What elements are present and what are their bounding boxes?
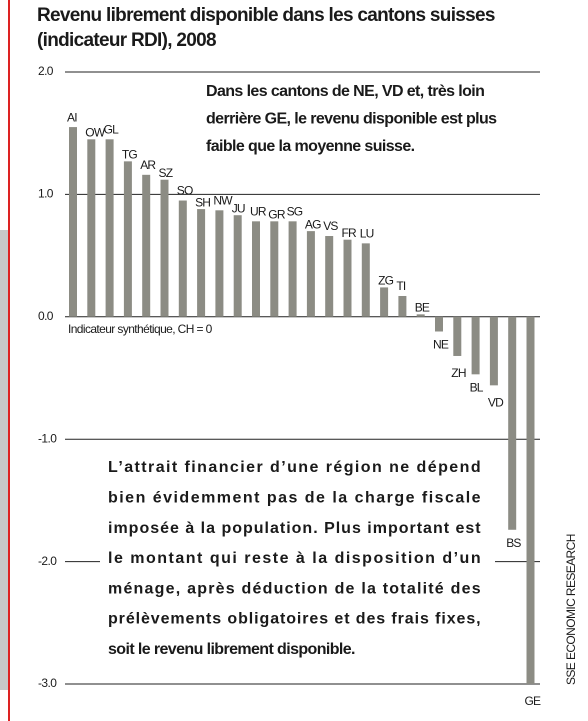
category-label: TG: [122, 148, 138, 162]
category-label: FR: [342, 226, 358, 240]
y-tick-label: 1.0: [38, 187, 54, 201]
category-label: ZG: [378, 274, 394, 288]
bar: [197, 209, 206, 317]
category-label: GE: [525, 694, 542, 708]
annotation: bien évidemment pas de la charge fiscale: [108, 490, 481, 507]
bar: [142, 174, 151, 317]
annotation: soit le revenu librement disponible.: [108, 641, 355, 658]
annotation: imposée à la population. Plus important …: [108, 520, 481, 537]
bar: [471, 316, 480, 375]
side-panel: [0, 230, 8, 690]
annotation: L’attrait financier d’une région ne dépe…: [108, 459, 480, 476]
chart-title: (indicateur RDI), 2008: [37, 30, 216, 51]
y-tick-label: -2.0: [38, 554, 57, 568]
bar: [178, 200, 187, 317]
category-label: AR: [140, 158, 156, 172]
bar: [69, 127, 77, 317]
category-label: TI: [396, 279, 406, 293]
bar: [87, 139, 96, 317]
bar: [380, 287, 389, 317]
bar: [526, 316, 535, 684]
category-label: UR: [250, 204, 267, 218]
category-label: SZ: [159, 166, 173, 180]
category-label: GR: [268, 207, 286, 221]
category-label: GL: [104, 122, 120, 136]
category-label: LU: [360, 227, 374, 241]
bar: [361, 243, 370, 317]
y-tick-label: 0.0: [38, 309, 54, 323]
category-label: JU: [232, 201, 245, 215]
y-tick-label: -3.0: [38, 676, 57, 690]
bar: [215, 210, 224, 317]
annotation: derrière GE, le revenu disponible est pl…: [206, 111, 497, 128]
bar: [270, 221, 279, 317]
category-label: SH: [195, 195, 210, 209]
annotation: faible que la moyenne suisse.: [206, 138, 415, 155]
bar: [416, 314, 425, 317]
category-label: ZH: [451, 366, 466, 380]
category-label: VS: [323, 219, 338, 233]
bar: [288, 221, 297, 317]
y-tick-label: 2.0: [38, 64, 54, 78]
bar: [252, 221, 260, 317]
category-label: AI: [67, 110, 77, 124]
bar: [343, 239, 352, 317]
axis-label: Indicateur synthétique, CH = 0: [68, 322, 213, 336]
bar: [160, 179, 169, 317]
bar: [508, 316, 517, 530]
bar: [306, 231, 315, 317]
chart-title: Revenu librement disponible dans les can…: [37, 5, 495, 26]
bar: [105, 139, 114, 317]
category-label: OW: [85, 125, 106, 139]
category-label: BS: [506, 536, 521, 550]
bar: [489, 316, 498, 386]
y-tick-label: -1.0: [38, 431, 57, 445]
category-label: NW: [213, 193, 233, 207]
bar: [325, 236, 334, 317]
annotation: prélèvements obligatoires et des frais f…: [108, 611, 480, 628]
category-label: BL: [470, 380, 484, 394]
bar: [123, 161, 132, 317]
bar: [398, 295, 407, 317]
source: SSE ECONOMIC RESEARCH: [564, 534, 578, 685]
bar: [435, 316, 443, 332]
category-label: NE: [433, 338, 449, 352]
category-label: VD: [488, 396, 504, 410]
bar: [453, 316, 462, 356]
bar: [233, 215, 242, 317]
annotation-box: [100, 452, 495, 664]
category-label: AG: [305, 217, 321, 231]
annotation: Dans les cantons de NE, VD et, très loin: [206, 83, 484, 100]
category-label: SG: [287, 204, 303, 218]
category-label: SO: [177, 184, 193, 198]
category-label: BE: [415, 301, 430, 315]
